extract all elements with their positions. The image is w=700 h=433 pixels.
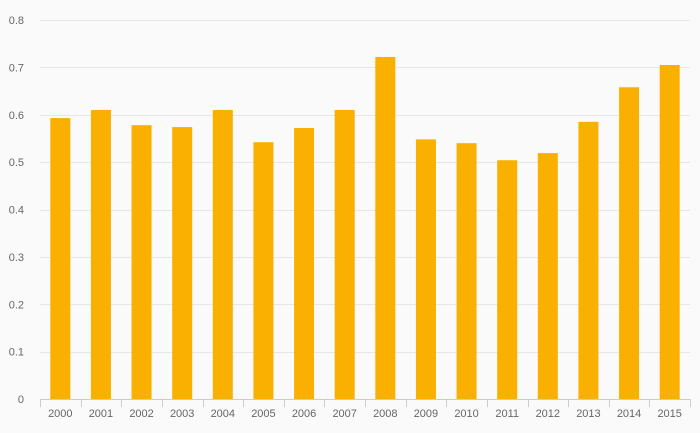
x-axis: [40, 399, 691, 407]
bar-2013: [578, 121, 599, 399]
x-tick-label-2001: 2001: [89, 408, 113, 420]
y-tick-label: 0.3: [9, 252, 24, 264]
bar-2014: [619, 87, 640, 400]
y-tick-label: 0.7: [9, 62, 24, 74]
bar-2001: [90, 110, 111, 399]
bar-2011: [497, 160, 518, 399]
x-tick-label-2002: 2002: [129, 408, 153, 420]
bar-2002: [131, 125, 152, 400]
bar-2012: [537, 153, 558, 399]
x-tick-label-2007: 2007: [332, 408, 356, 420]
y-tick-label: 0.5: [9, 157, 24, 169]
x-tick-label-2000: 2000: [48, 408, 72, 420]
y-tick-label: 0.4: [9, 205, 24, 217]
y-tick-label: 0.1: [9, 347, 24, 359]
x-tick-label-2011: 2011: [495, 408, 519, 420]
x-tick-label-2008: 2008: [373, 408, 397, 420]
bar-2005: [253, 142, 274, 400]
x-tick-label-2012: 2012: [536, 408, 560, 420]
x-tick-label-2010: 2010: [454, 408, 478, 420]
bar-2008: [375, 56, 396, 399]
y-tick-label: 0.8: [9, 15, 24, 27]
bar-2007: [334, 110, 355, 399]
y-tick-label: 0.2: [9, 299, 24, 311]
y-axis-tick-labels: 0 0.1 0.2 0.3 0.4 0.5 0.6 0.7 0.8: [9, 15, 24, 406]
x-tick-label-2009: 2009: [414, 408, 438, 420]
bar-2006: [294, 128, 315, 399]
bars: [50, 56, 680, 400]
bar-2003: [172, 127, 193, 399]
bar-2010: [456, 143, 477, 399]
x-tick-label-2003: 2003: [170, 408, 194, 420]
bar-2000: [50, 118, 71, 399]
x-axis-tick-labels: 2000 2001 2002 2003 2004 2005 2006 2007 2008 2009…: [48, 408, 682, 420]
x-tick-label-2014: 2014: [617, 408, 641, 420]
bar-2009: [415, 139, 436, 399]
x-tick-label-2015: 2015: [657, 408, 681, 420]
bar-2004: [212, 110, 233, 399]
bar-2015: [659, 65, 680, 399]
y-tick-label: 0: [18, 394, 24, 406]
x-tick-label-2013: 2013: [576, 408, 600, 420]
x-tick-label-2005: 2005: [251, 408, 275, 420]
x-tick-label-2004: 2004: [211, 408, 235, 420]
y-tick-label: 0.6: [9, 110, 24, 122]
x-tick-label-2006: 2006: [292, 408, 316, 420]
